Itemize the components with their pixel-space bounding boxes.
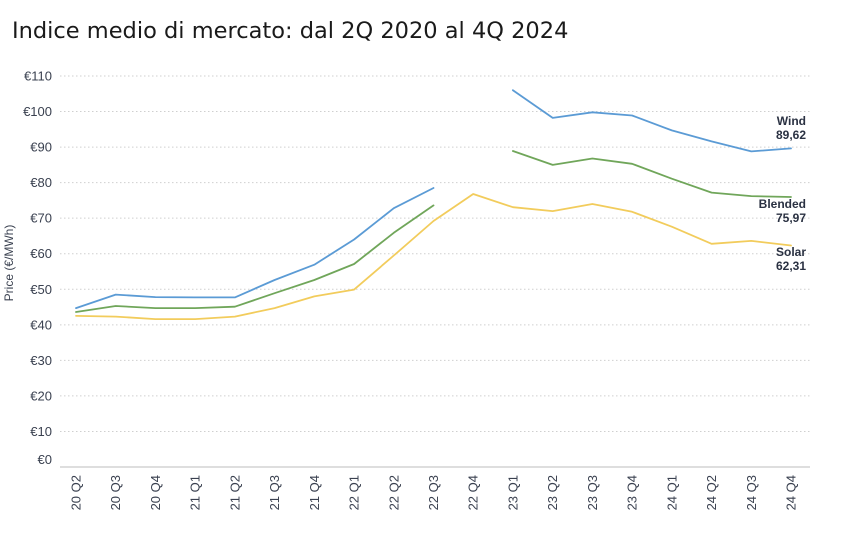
series-name-solar: Solar [776, 245, 806, 259]
series-line-wind [75, 89, 792, 309]
chart-title: Indice medio di mercato: dal 2Q 2020 al … [12, 18, 569, 44]
y-tick-label: €50 [30, 282, 52, 297]
x-tick-label: 24 Q1 [664, 475, 679, 510]
y-tick-label: €80 [30, 175, 52, 190]
y-tick-label: €30 [30, 353, 52, 368]
x-tick-label: 22 Q3 [426, 475, 441, 510]
series-last-value-wind: 89,62 [776, 128, 806, 142]
x-tick-label: 24 Q2 [704, 475, 719, 510]
x-tick-label: 22 Q1 [347, 475, 362, 510]
grid-lines [60, 75, 810, 468]
y-tick-label: €0 [38, 452, 52, 467]
y-tick-label: €40 [30, 317, 52, 332]
series-lines [75, 89, 792, 320]
x-tick-label: 23 Q2 [545, 475, 560, 510]
x-tick-label: 21 Q3 [267, 475, 282, 510]
y-tick-label: €10 [30, 424, 52, 439]
y-tick-label: €60 [30, 246, 52, 261]
series-line-solar [75, 193, 792, 320]
x-tick-label: 22 Q4 [466, 475, 481, 510]
series-last-value-solar: 62,31 [776, 259, 806, 273]
y-tick-label: €70 [30, 211, 52, 226]
x-tick-label: 22 Q2 [386, 475, 401, 510]
x-tick-label: 21 Q1 [188, 475, 203, 510]
x-tick-label: 23 Q3 [585, 475, 600, 510]
x-tick-label: 21 Q2 [227, 475, 242, 510]
y-tick-label: €100 [23, 104, 52, 119]
x-tick-label: 23 Q4 [625, 475, 640, 510]
x-tick-label: 20 Q2 [69, 475, 84, 510]
series-name-blended: Blended [759, 197, 806, 211]
x-tick-label: 24 Q3 [744, 475, 759, 510]
y-axis-ticks: €0 €10 €20 €30 €40 €50 €60 €70 €80 €90 €100 €110 [23, 69, 52, 468]
x-tick-label: 24 Q4 [784, 475, 799, 510]
y-tick-label: €110 [24, 69, 52, 84]
x-tick-label: 20 Q4 [148, 475, 163, 510]
x-tick-label: 23 Q1 [505, 475, 520, 510]
series-name-wind: Wind [777, 114, 806, 128]
y-axis-label: Price (€/MWh) [2, 225, 16, 302]
y-tick-label: €20 [30, 388, 52, 403]
x-tick-label: 21 Q4 [307, 475, 322, 510]
x-tick-label: 20 Q3 [108, 475, 123, 510]
series-line-blended [75, 150, 792, 313]
y-tick-label: €90 [30, 140, 52, 155]
x-axis-ticks: 20 Q2 20 Q3 20 Q4 21 Q1 21 Q2 21 Q3 21 Q4 22 Q1… [69, 475, 799, 510]
series-last-value-blended: 75,97 [776, 211, 806, 225]
